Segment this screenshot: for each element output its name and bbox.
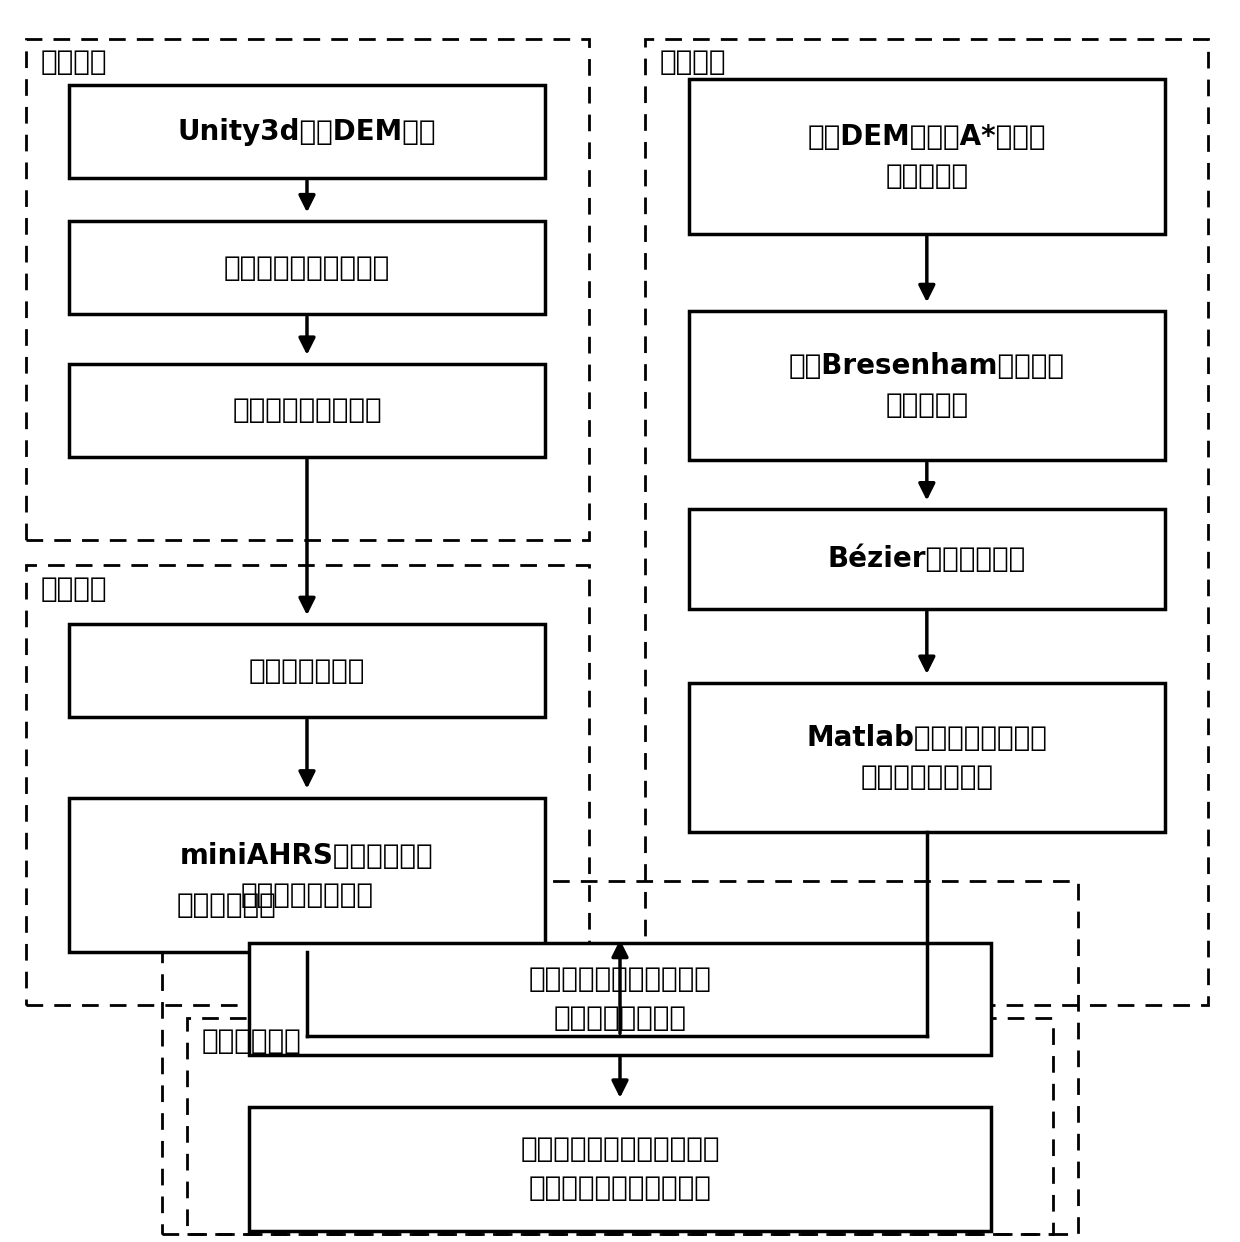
Text: 基于DEM的改进A*算法获
取初始路径: 基于DEM的改进A*算法获 取初始路径 [807, 123, 1047, 190]
Text: 场景算法融合: 场景算法融合 [202, 1027, 301, 1056]
FancyBboxPatch shape [68, 623, 546, 717]
FancyBboxPatch shape [688, 683, 1166, 832]
Text: 基于Bresenham画线算法
直线化路径: 基于Bresenham画线算法 直线化路径 [789, 351, 1065, 419]
Text: 实时三维显示无人机飞行状
态、路径规划和避障过程: 实时三维显示无人机飞行状 态、路径规划和避障过程 [521, 1135, 719, 1202]
Text: 添加纹理绘制三维地图: 添加纹理绘制三维地图 [224, 253, 391, 282]
Text: miniAHRS姿态传感器获
取无人机导航信息: miniAHRS姿态传感器获 取无人机导航信息 [180, 842, 434, 909]
FancyBboxPatch shape [688, 312, 1166, 460]
Text: Unity3d加载DEM数据: Unity3d加载DEM数据 [177, 118, 436, 145]
Text: 将算法转化为动态链接库
融合到三维场景中: 将算法转化为动态链接库 融合到三维场景中 [528, 965, 712, 1032]
Text: 场景算法融合: 场景算法融合 [177, 892, 277, 919]
FancyBboxPatch shape [68, 364, 546, 457]
FancyBboxPatch shape [249, 1107, 991, 1231]
Text: 场景绘制: 场景绘制 [41, 48, 108, 77]
FancyBboxPatch shape [688, 509, 1166, 609]
FancyBboxPatch shape [68, 221, 546, 314]
Text: 导入无人机模型: 导入无人机模型 [249, 657, 365, 684]
FancyBboxPatch shape [688, 78, 1166, 233]
FancyBboxPatch shape [249, 943, 991, 1054]
Text: 导航信息: 导航信息 [41, 575, 108, 604]
Text: 路径规划: 路径规划 [660, 48, 727, 77]
Text: 天空盒子和光照效果: 天空盒子和光照效果 [232, 396, 382, 425]
Text: Matlab绘制规划得到的路
径，检测规划效果: Matlab绘制规划得到的路 径，检测规划效果 [806, 724, 1048, 791]
FancyBboxPatch shape [68, 797, 546, 953]
Text: Bézier曲线平滑路径: Bézier曲线平滑路径 [828, 545, 1025, 574]
FancyBboxPatch shape [68, 84, 546, 178]
